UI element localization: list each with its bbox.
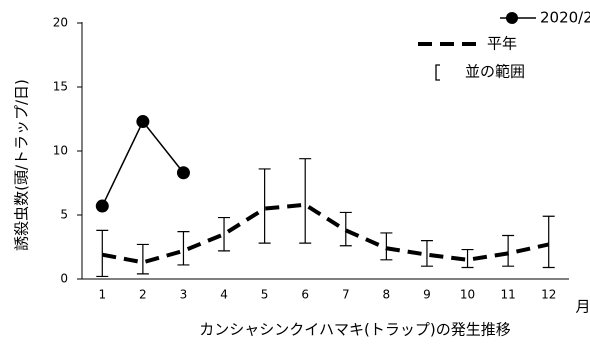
range-bar <box>177 231 190 266</box>
range-bar <box>339 211 352 247</box>
range-bar <box>96 229 109 278</box>
range-bar <box>461 248 474 269</box>
x-tick-label: 7 <box>342 288 350 302</box>
y-tick-label: 5 <box>60 208 68 222</box>
y-tick-label: 10 <box>53 144 68 158</box>
range-bar <box>542 215 555 269</box>
x-unit: 月 <box>575 298 590 316</box>
series-marker <box>176 166 190 180</box>
x-tick-label: 11 <box>500 288 515 302</box>
x-tick-label: 6 <box>301 288 309 302</box>
legend-label: 平年 <box>487 35 517 53</box>
y-axis-label: 誘殺虫数(頭/トラップ/日) <box>13 79 31 251</box>
x-tick-label: 1 <box>98 288 106 302</box>
x-tick-label: 5 <box>261 288 269 302</box>
x-tick-label: 3 <box>180 288 188 302</box>
range-bar <box>502 234 515 267</box>
x-axis-label: カンシャシンクイハマキ(トラップ)の発生推移 <box>199 321 510 339</box>
range-bar <box>218 216 231 252</box>
series-line <box>101 120 185 207</box>
legend-bracket <box>435 64 440 81</box>
range-bar <box>420 240 433 267</box>
series-marker <box>136 115 150 129</box>
range-bar <box>380 232 393 261</box>
y-tick-label: 0 <box>60 272 68 286</box>
y-tick-label: 15 <box>53 80 68 94</box>
x-tick-label: 4 <box>220 288 228 302</box>
series-marker <box>95 199 109 213</box>
y-tick-label: 20 <box>53 16 68 30</box>
range-bar <box>299 158 312 244</box>
legend-marker <box>506 12 518 24</box>
x-tick-label: 2 <box>139 288 147 302</box>
range-bar <box>258 168 271 244</box>
legend-label: 並の範囲 <box>465 63 525 81</box>
x-tick-label: 9 <box>423 288 431 302</box>
x-tick-label: 10 <box>460 288 475 302</box>
legend-label: 2020/21年 <box>540 9 590 27</box>
x-tick-label: 12 <box>541 288 556 302</box>
x-tick-label: 8 <box>383 288 391 302</box>
range-bar <box>136 243 149 275</box>
series-line <box>101 202 550 265</box>
